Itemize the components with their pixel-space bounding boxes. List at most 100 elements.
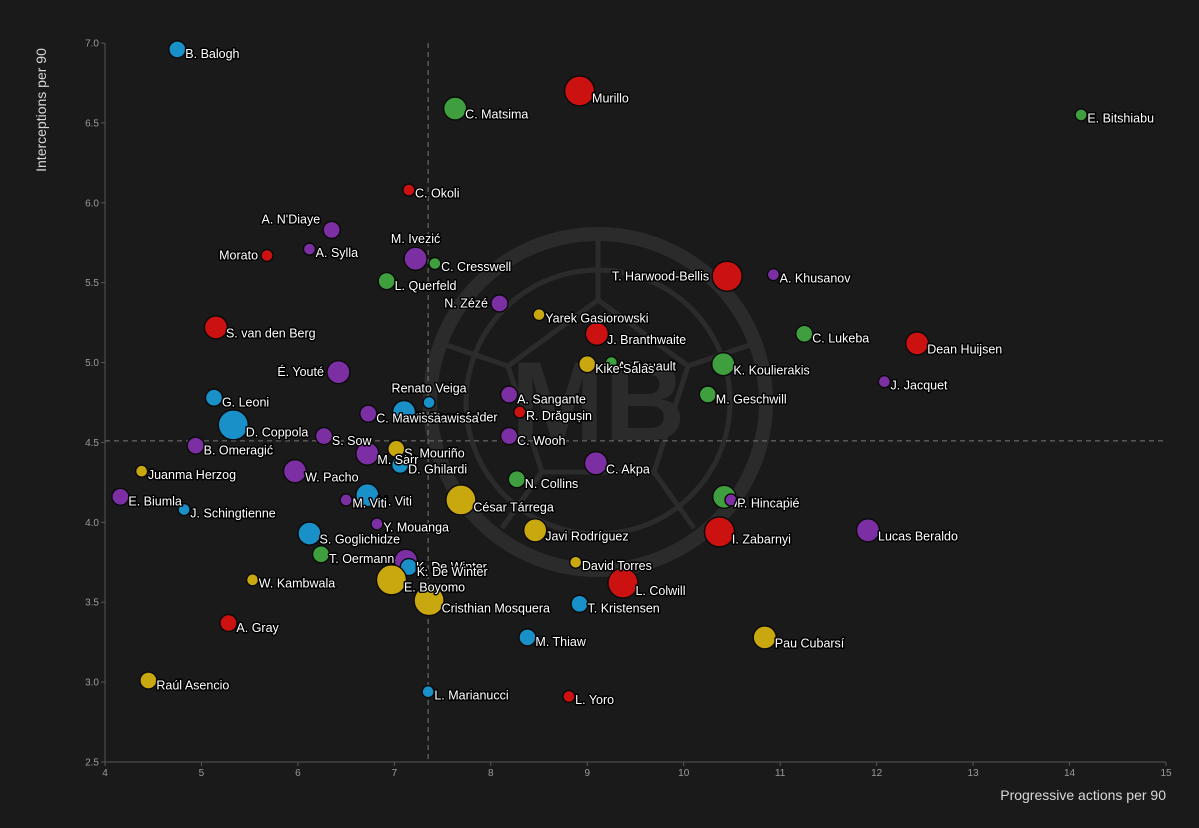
scatter-point [711, 351, 736, 377]
point-label: C. Mawissa [376, 412, 441, 426]
point-label: M. Viti [352, 497, 387, 511]
scatter-point [518, 628, 537, 647]
point-label: C. Lukeba [812, 332, 869, 346]
point-label: C. Mawissa [414, 411, 479, 425]
scatter-point [583, 451, 609, 476]
scatter-point [314, 426, 334, 446]
watermark-text: MB [511, 339, 685, 464]
point-label: K. De Winter [417, 565, 488, 579]
scatter-point [795, 324, 814, 343]
point-label: Juanma Herzog [148, 468, 236, 482]
scatter-point [260, 248, 274, 263]
scatter-point [111, 487, 130, 506]
scatter-point [904, 331, 930, 356]
data-points [111, 40, 1088, 704]
point-label: David Torres [582, 559, 652, 573]
scatter-point [568, 555, 583, 569]
point-label: S. Goglichidze [320, 533, 401, 547]
scatter-point [1074, 108, 1088, 122]
scatter-point [499, 385, 519, 404]
point-label: T. Harwood-Bellis [612, 269, 709, 283]
point-label: A. Gray [236, 621, 279, 635]
scatter-point [134, 464, 149, 478]
point-label: S. Mouriño [404, 447, 464, 461]
point-label: Y. Mouanga [383, 521, 449, 535]
y-tick-label: 6.5 [85, 118, 99, 129]
point-label: C. Cresswell [441, 260, 511, 274]
y-tick-label: 4.0 [85, 518, 99, 529]
scatter-point [724, 493, 738, 507]
point-label: L. Querfeld [395, 279, 457, 293]
point-label: C. Akpa [606, 462, 650, 476]
point-label: N. Zézé [444, 296, 488, 310]
point-label: L. Colwill [635, 584, 685, 598]
scatter-point [513, 405, 527, 419]
scatter-point [177, 502, 191, 517]
point-label: A. Sylla [316, 246, 358, 260]
scatter-point [302, 242, 317, 256]
point-label: D. Coppola [246, 426, 309, 440]
scatter-point [563, 75, 596, 107]
scatter-point [339, 493, 353, 507]
scatter-point [186, 436, 205, 455]
scatter-point [584, 321, 610, 346]
x-axis-title: Progressive actions per 90 [1000, 787, 1166, 803]
scatter-point [711, 260, 743, 292]
point-label: A. Rouault [734, 496, 793, 510]
point-label: J. Branthwaite [607, 333, 686, 347]
point-label: W. Pacho [305, 470, 359, 484]
x-tick-label: 11 [775, 768, 786, 779]
scatter-point [421, 684, 435, 699]
point-label: C. Okoli [415, 187, 459, 201]
scatter-point [522, 518, 548, 543]
scatter-point [322, 220, 341, 240]
point-label: E. Bitshiabu [1087, 112, 1154, 126]
point-label: César Tárrega [473, 501, 553, 515]
scatter-point [355, 482, 380, 508]
scatter-point [428, 256, 442, 271]
reference-lines [105, 43, 1166, 762]
point-label: L. Yoro [575, 693, 614, 707]
x-tick-label: 14 [1064, 768, 1076, 779]
point-label: I. Zabarnyi [732, 533, 791, 547]
x-tick-label: 8 [488, 768, 494, 779]
point-label: N. Collins [525, 477, 579, 491]
point-label: Renato Veiga [392, 382, 467, 396]
scatter-point [139, 671, 158, 690]
scatter-point [282, 459, 308, 484]
scatter-point [390, 455, 410, 475]
point-label: B. Balogh [185, 47, 239, 61]
scatter-point [442, 96, 468, 121]
scatter-point [311, 545, 331, 564]
scatter-point [422, 395, 436, 410]
point-label: E. Boyomo [404, 581, 465, 595]
scatter-point [578, 354, 597, 374]
scatter-point [326, 359, 351, 385]
scatter-point [752, 625, 777, 650]
scatter-point [562, 689, 576, 704]
point-label: M. Viti [377, 494, 412, 508]
point-label: Pau Cubarsí [775, 637, 845, 651]
y-tick-label: 6.0 [85, 198, 99, 209]
y-tick-label: 2.5 [85, 758, 99, 769]
point-label: C. Matsima [465, 108, 528, 122]
point-label: R. Drăgușin [526, 409, 592, 423]
point-label: K. Koulierakis [733, 363, 809, 377]
scatter-point [359, 404, 378, 423]
x-tick-label: 10 [678, 768, 690, 779]
point-label: J. Schingtienne [190, 506, 276, 520]
point-label: Lucas Beraldo [878, 529, 958, 543]
point-label: Cristhian Mosquera [442, 601, 550, 615]
scatter-point [499, 426, 519, 446]
scatter-point [570, 594, 589, 614]
point-label: É. Youté [277, 364, 324, 379]
x-tick-label: 7 [392, 768, 398, 779]
point-label: Yarek Gasiorowski [545, 311, 648, 325]
x-tick-label: 9 [584, 768, 590, 779]
point-label: A. Rouault [618, 359, 677, 373]
point-label: C. Wooh [517, 434, 565, 448]
scatter-point [217, 409, 249, 441]
point-label: W. Kambwala [259, 577, 335, 591]
x-tick-label: 13 [968, 768, 980, 779]
